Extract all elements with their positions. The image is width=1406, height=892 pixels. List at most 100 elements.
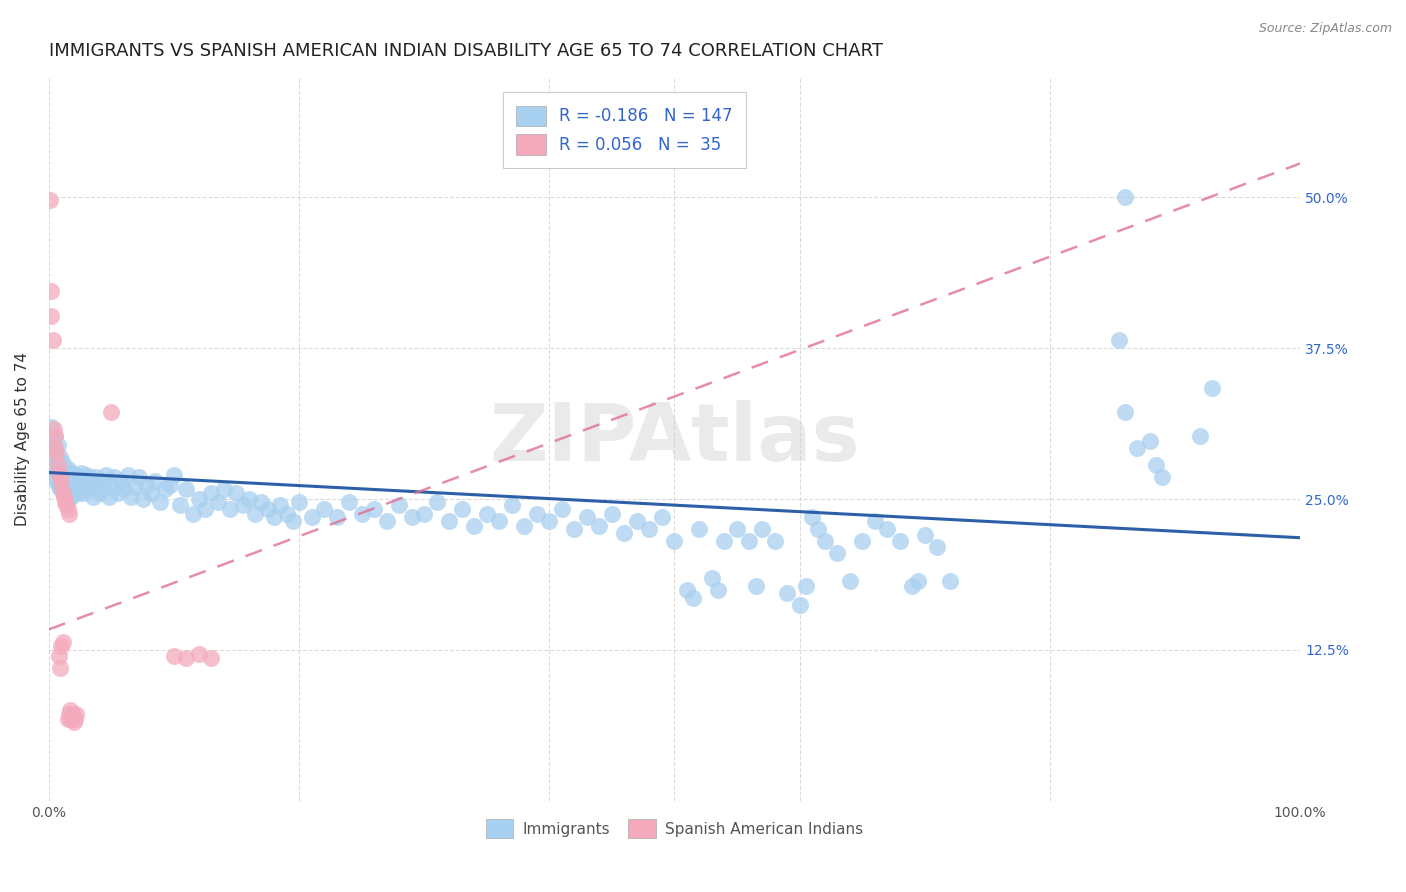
Point <box>312 501 335 516</box>
Point <box>375 514 398 528</box>
Point <box>52 474 75 488</box>
Point <box>325 510 347 524</box>
Text: ZIPAtlas: ZIPAtlas <box>489 400 860 478</box>
Point <box>700 570 723 584</box>
Point <box>613 525 636 540</box>
Point <box>725 522 748 536</box>
Point <box>39 309 62 323</box>
Point <box>219 501 242 516</box>
Point <box>232 498 254 512</box>
Point <box>55 477 77 491</box>
Point <box>488 514 510 528</box>
Point <box>49 470 72 484</box>
Point <box>1126 442 1149 456</box>
Point <box>51 456 73 470</box>
Point <box>51 483 73 497</box>
Point <box>176 483 198 497</box>
Point <box>638 522 661 536</box>
Text: IMMIGRANTS VS SPANISH AMERICAN INDIAN DISABILITY AGE 65 TO 74 CORRELATION CHART: IMMIGRANTS VS SPANISH AMERICAN INDIAN DI… <box>49 42 883 60</box>
Point <box>263 510 285 524</box>
Point <box>66 486 89 500</box>
Point <box>62 474 84 488</box>
Point <box>65 706 87 721</box>
Point <box>55 498 77 512</box>
Point <box>112 483 135 497</box>
Point <box>67 470 90 484</box>
Point <box>58 470 80 484</box>
Point <box>53 466 76 480</box>
Point <box>163 467 186 482</box>
Point <box>794 579 817 593</box>
Point <box>501 498 523 512</box>
Point <box>551 501 574 516</box>
Point <box>45 446 67 460</box>
Point <box>200 486 222 500</box>
Point <box>181 507 204 521</box>
Point <box>475 507 498 521</box>
Point <box>513 518 536 533</box>
Point <box>75 467 97 482</box>
Point <box>135 477 157 491</box>
Point <box>93 483 115 497</box>
Point <box>62 483 84 497</box>
Point <box>46 458 69 473</box>
Point <box>388 498 411 512</box>
Point <box>70 466 93 480</box>
Point <box>103 470 125 484</box>
Point <box>56 712 79 726</box>
Point <box>77 480 100 494</box>
Text: Source: ZipAtlas.com: Source: ZipAtlas.com <box>1258 22 1392 36</box>
Point <box>44 429 66 443</box>
Point <box>575 510 598 524</box>
Point <box>51 640 73 654</box>
Point <box>48 466 70 480</box>
Point <box>53 494 76 508</box>
Point <box>437 514 460 528</box>
Point <box>238 492 260 507</box>
Point <box>1201 381 1223 395</box>
Point <box>914 528 936 542</box>
Point <box>194 501 217 516</box>
Point <box>44 466 66 480</box>
Point <box>97 490 120 504</box>
Point <box>60 490 83 504</box>
Point <box>48 648 70 663</box>
Point <box>39 419 62 434</box>
Point <box>413 507 436 521</box>
Point <box>59 703 82 717</box>
Point <box>463 518 485 533</box>
Point <box>48 466 70 480</box>
Point <box>713 534 735 549</box>
Point <box>651 510 673 524</box>
Point <box>763 534 786 549</box>
Point <box>44 429 66 443</box>
Point <box>63 712 86 726</box>
Point <box>51 477 73 491</box>
Point <box>149 494 172 508</box>
Point <box>42 422 65 436</box>
Point <box>1139 434 1161 449</box>
Point <box>42 438 65 452</box>
Point <box>538 514 561 528</box>
Y-axis label: Disability Age 65 to 74: Disability Age 65 to 74 <box>15 351 30 525</box>
Point <box>100 477 122 491</box>
Point <box>187 492 209 507</box>
Point <box>51 462 73 476</box>
Point <box>63 467 86 482</box>
Point <box>56 462 79 476</box>
Point <box>39 193 62 207</box>
Point <box>200 651 222 665</box>
Point <box>789 599 811 613</box>
Point <box>245 507 267 521</box>
Point <box>588 518 610 533</box>
Point <box>664 534 686 549</box>
Point <box>163 648 186 663</box>
Point <box>927 541 949 555</box>
Point <box>825 546 848 560</box>
Point <box>87 486 110 500</box>
Point <box>159 477 181 491</box>
Point <box>120 490 142 504</box>
Point <box>128 470 150 484</box>
Point <box>682 591 704 605</box>
Point <box>46 458 69 473</box>
